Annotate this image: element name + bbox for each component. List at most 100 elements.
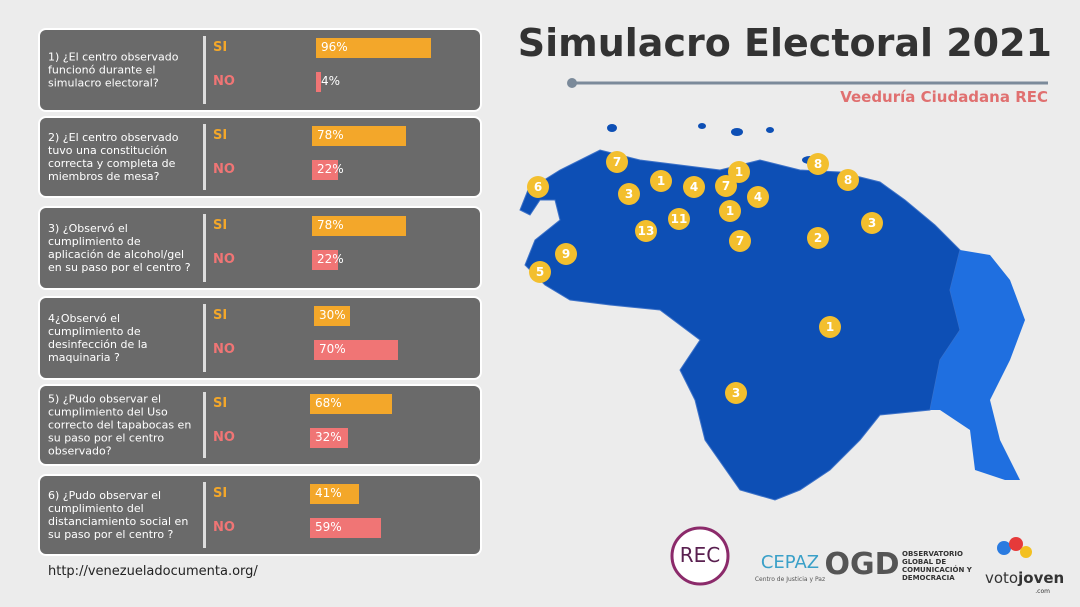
- voto-a: voto: [985, 569, 1018, 587]
- category-label: NO: [213, 74, 235, 89]
- map-marker: [715, 175, 737, 197]
- map-marker: [728, 161, 750, 183]
- map-marker: [747, 186, 769, 208]
- bar: 78%: [312, 216, 406, 236]
- bar: 96%: [316, 38, 432, 58]
- map-marker: [861, 212, 883, 234]
- question-panel: 1) ¿El centro observado funcionó durante…: [40, 30, 480, 110]
- rule-dot: [567, 78, 577, 88]
- question-panel: 3) ¿Observó el cumplimiento de aplicació…: [40, 208, 480, 288]
- divider: [203, 214, 206, 282]
- map-marker: [668, 208, 690, 230]
- rec-logo-text: REC: [680, 543, 721, 567]
- map-marker-label: 3: [625, 187, 633, 201]
- value-label: 59%: [315, 520, 342, 534]
- map-marker-label: 8: [844, 173, 852, 187]
- value-label: 78%: [317, 128, 344, 142]
- map-marker: [719, 200, 741, 222]
- value-label: 96%: [321, 40, 348, 54]
- map-marker: [725, 382, 747, 404]
- map-marker-label: 3: [868, 216, 876, 230]
- map-marker: [555, 243, 577, 265]
- map-marker: [837, 169, 859, 191]
- map-marker: [529, 261, 551, 283]
- voto-dot: [1020, 546, 1032, 558]
- map-marker-label: 2: [814, 231, 822, 245]
- category-label: SI: [213, 40, 228, 55]
- question-text: 3) ¿Observó el cumplimiento de aplicació…: [48, 222, 191, 274]
- map-marker-label: 4: [754, 190, 762, 204]
- map-marker: [729, 230, 751, 252]
- map-marker: [650, 170, 672, 192]
- question-panel: 5) ¿Pudo observar el cumplimiento del Us…: [40, 386, 480, 464]
- map-marker-label: 9: [562, 247, 570, 261]
- category-label: SI: [213, 128, 228, 143]
- islands: [607, 123, 818, 164]
- subtitle: Veeduría Ciudadana REC: [840, 88, 1048, 106]
- bar: 22%: [312, 160, 344, 180]
- map-marker: [807, 227, 829, 249]
- category-label: SI: [213, 218, 228, 233]
- map-marker-label: 8: [814, 157, 822, 171]
- voto-com: .com: [1035, 588, 1050, 595]
- cepaz-sub: Centro de Justicia y Paz: [755, 576, 825, 583]
- divider: [203, 392, 206, 458]
- question-text: 1) ¿El centro observado funcionó durante…: [48, 50, 179, 90]
- divider: [203, 124, 206, 190]
- map-marker-label: 3: [732, 386, 740, 400]
- voto-b: joven: [1017, 569, 1064, 587]
- bar: 68%: [310, 394, 392, 414]
- map-marker-label: 1: [726, 204, 734, 218]
- value-label: 78%: [317, 218, 344, 232]
- bar: 59%: [310, 518, 381, 538]
- rec-logo: [670, 526, 730, 586]
- map-essequibo: [930, 250, 1025, 480]
- map-marker-label: 1: [826, 320, 834, 334]
- voto-dot: [997, 541, 1011, 555]
- map-marker: [527, 176, 549, 198]
- ogd-text-box: OBSERVATORIO GLOBAL DE COMUNICACIÓN Y DE…: [902, 550, 972, 582]
- map-marker-label: 7: [736, 234, 744, 248]
- bar: 32%: [310, 428, 349, 448]
- ogd-text: OBSERVATORIO GLOBAL DE COMUNICACIÓN Y DE…: [902, 550, 972, 582]
- category-label: SI: [213, 308, 228, 323]
- question-panel: 4¿Observó el cumplimiento de desinfecció…: [40, 298, 480, 378]
- map-marker-label: 11: [671, 212, 688, 226]
- category-label: SI: [213, 396, 228, 411]
- voto-logo: votojoven: [985, 569, 1064, 587]
- value-label: 41%: [315, 486, 342, 500]
- voto-dot: [1009, 537, 1023, 551]
- question-panel: 6) ¿Pudo observar el cumplimiento del di…: [40, 476, 480, 554]
- question-text: 6) ¿Pudo observar el cumplimiento del di…: [48, 489, 189, 541]
- question-text: 5) ¿Pudo observar el cumplimiento del Us…: [48, 392, 192, 458]
- bar: 78%: [312, 126, 406, 146]
- question-text: 4¿Observó el cumplimiento de desinfecció…: [48, 312, 148, 364]
- map-marker-label: 7: [722, 179, 730, 193]
- category-label: NO: [213, 252, 235, 267]
- value-label: 32%: [315, 430, 342, 444]
- divider: [203, 304, 206, 372]
- bar: 70%: [314, 340, 398, 360]
- category-label: NO: [213, 162, 235, 177]
- cepaz-logo: CEPAZ: [761, 552, 819, 573]
- bar: 41%: [310, 484, 360, 504]
- value-label: 30%: [319, 308, 346, 322]
- bar: 4%: [316, 72, 340, 92]
- map-marker-label: 4: [690, 180, 698, 194]
- category-label: SI: [213, 486, 228, 501]
- map-marker: [819, 316, 841, 338]
- ogd-logo: OGD: [824, 547, 899, 582]
- map-marker-label: 1: [735, 165, 743, 179]
- category-label: NO: [213, 342, 235, 357]
- map-marker-label: 5: [536, 265, 544, 279]
- divider: [203, 482, 206, 548]
- value-label: 70%: [319, 342, 346, 356]
- map-venezuela: [519, 149, 961, 501]
- title: Simulacro Electoral 2021: [518, 21, 1052, 65]
- category-label: NO: [213, 430, 235, 445]
- map-marker: [606, 151, 628, 173]
- bar: 22%: [312, 250, 344, 270]
- map-marker-label: 6: [534, 180, 542, 194]
